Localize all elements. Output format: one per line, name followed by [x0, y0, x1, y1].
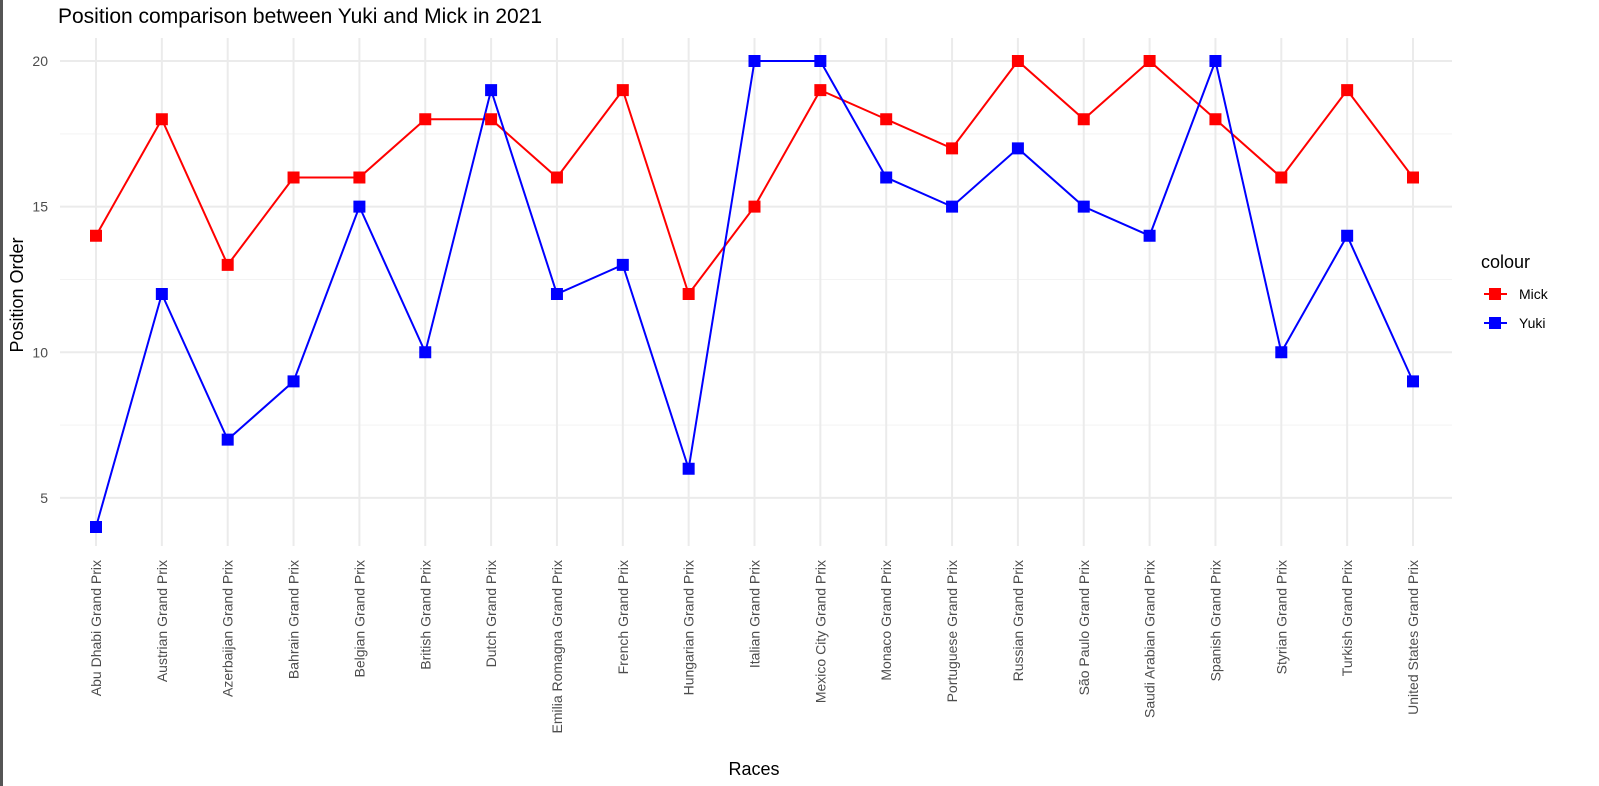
- x-tick-label: Russian Grand Prix: [1010, 560, 1026, 681]
- y-tick-label: 20: [32, 53, 48, 69]
- data-point-mick: [682, 288, 695, 300]
- data-point-mick: [880, 113, 893, 126]
- window-edge: [0, 0, 3, 786]
- x-tick-label: Austrian Grand Prix: [154, 560, 170, 682]
- data-point-yuki: [287, 375, 300, 388]
- data-point-yuki: [682, 462, 695, 475]
- x-tick-label: Mexico City Grand Prix: [812, 560, 828, 703]
- data-point-yuki: [880, 171, 893, 184]
- grid: [60, 38, 1452, 546]
- data-point-yuki: [1407, 375, 1419, 388]
- legend: colour Mick Yuki: [1481, 252, 1549, 331]
- data-point-mick: [1341, 84, 1354, 97]
- x-tick-label: Portuguese Grand Prix: [944, 560, 960, 702]
- data-point-mick: [1209, 113, 1222, 126]
- data-point-mick: [353, 171, 366, 184]
- x-tick-label: French Grand Prix: [615, 560, 631, 674]
- x-tick-label: British Grand Prix: [417, 560, 433, 670]
- x-axis-ticks: Abu Dhabi Grand Prix Austrian Grand Prix A…: [88, 560, 1421, 734]
- data-point-yuki: [616, 258, 629, 271]
- y-tick-label: 15: [32, 199, 48, 215]
- data-point-mick: [90, 229, 102, 242]
- x-tick-label: Dutch Grand Prix: [483, 560, 499, 667]
- data-point-yuki: [1341, 229, 1354, 242]
- data-point-mick: [1077, 113, 1090, 126]
- data-point-mick: [1275, 171, 1288, 184]
- data-point-yuki: [221, 433, 234, 446]
- data-point-mick: [1143, 55, 1156, 67]
- data-point-mick: [287, 171, 300, 184]
- x-axis-label: Races: [728, 759, 779, 779]
- x-tick-label: United States Grand Prix: [1405, 560, 1421, 715]
- y-axis-label: Position Order: [7, 237, 27, 352]
- y-axis-ticks: 5 10 15 20: [32, 53, 48, 506]
- x-tick-label: São Paulo Grand Prix: [1076, 560, 1092, 695]
- x-tick-label: Spanish Grand Prix: [1207, 560, 1223, 681]
- data-point-mick: [1407, 171, 1419, 184]
- x-tick-label: Bahrain Grand Prix: [286, 560, 302, 679]
- y-tick-label: 10: [32, 344, 48, 360]
- x-tick-label: Italian Grand Prix: [747, 560, 763, 668]
- legend-label: Mick: [1519, 286, 1549, 302]
- data-point-mick: [1011, 55, 1024, 67]
- data-point-yuki: [1011, 142, 1024, 155]
- chart-title: Position comparison between Yuki and Mic…: [58, 5, 542, 28]
- data-point-mick: [550, 171, 563, 184]
- x-tick-label: Monaco Grand Prix: [878, 560, 894, 681]
- x-tick-label: Saudi Arabian Grand Prix: [1142, 560, 1158, 718]
- x-tick-label: Abu Dhabi Grand Prix: [88, 560, 104, 696]
- legend-key-mick: [1489, 288, 1501, 300]
- data-point-mick: [485, 113, 498, 126]
- x-tick-label: Turkish Grand Prix: [1339, 560, 1355, 676]
- x-tick-label: Belgian Grand Prix: [351, 560, 367, 678]
- data-point-yuki: [814, 55, 827, 67]
- data-point-yuki: [419, 346, 432, 359]
- data-point-mick: [814, 84, 827, 97]
- y-tick-label: 5: [40, 490, 48, 506]
- data-point-yuki: [550, 288, 563, 300]
- x-tick-label: Styrian Grand Prix: [1273, 560, 1289, 674]
- legend-label: Yuki: [1519, 315, 1545, 331]
- data-point-mick: [616, 84, 629, 97]
- data-point-yuki: [353, 200, 366, 213]
- data-point-mick: [155, 113, 168, 126]
- data-point-yuki: [946, 200, 959, 213]
- legend-title: colour: [1481, 252, 1530, 272]
- x-tick-label: Hungarian Grand Prix: [681, 560, 697, 695]
- data-point-yuki: [1275, 346, 1288, 359]
- data-point-yuki: [90, 521, 102, 533]
- series-points: [90, 55, 1419, 533]
- x-tick-label: Azerbaijan Grand Prix: [220, 560, 236, 697]
- data-point-yuki: [1143, 229, 1156, 242]
- data-point-yuki: [1077, 200, 1090, 213]
- legend-key-yuki: [1489, 317, 1501, 329]
- data-point-yuki: [748, 55, 761, 67]
- data-point-mick: [221, 258, 234, 271]
- data-point-mick: [748, 200, 761, 213]
- data-point-yuki: [1209, 55, 1222, 67]
- x-tick-label: Emilia Romagna Grand Prix: [549, 560, 565, 734]
- data-point-yuki: [485, 84, 498, 97]
- data-point-yuki: [155, 288, 168, 300]
- data-point-mick: [419, 113, 432, 126]
- data-point-mick: [946, 142, 959, 155]
